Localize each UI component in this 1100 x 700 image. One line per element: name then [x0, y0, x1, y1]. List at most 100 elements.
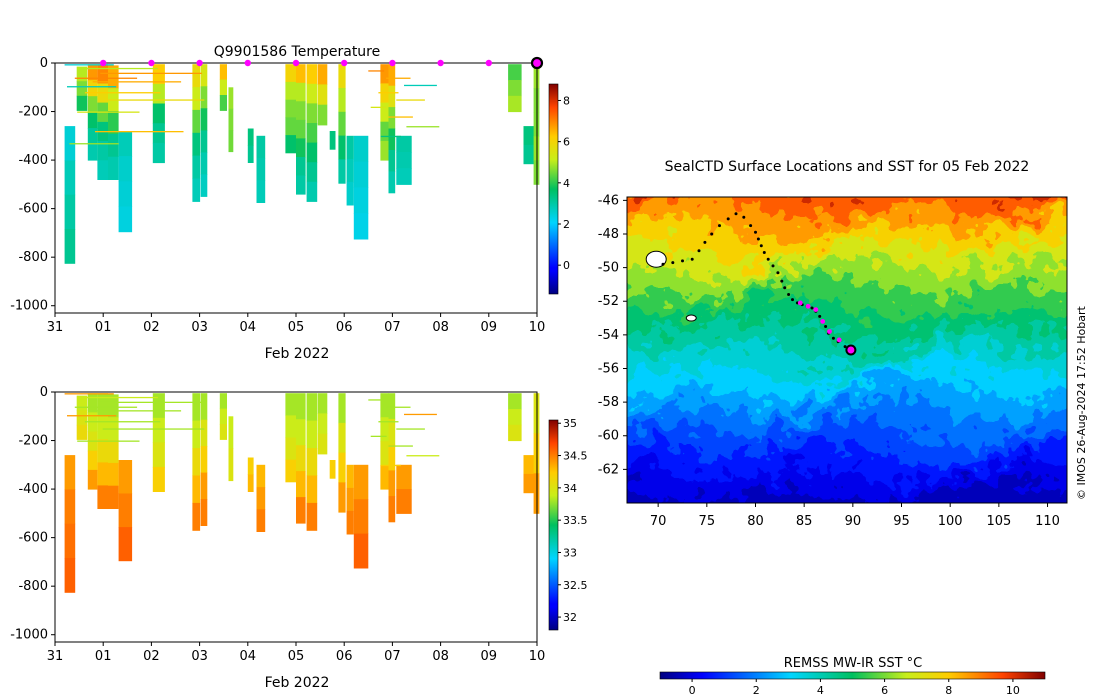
- profile-cell: [87, 64, 98, 81]
- latitude-axis: -46 -48 -50 -52 -54 -56 -58 -60 -62: [598, 193, 627, 477]
- temperature-colorbar-ticks: 0 2 4 6 8: [558, 94, 570, 272]
- salinity-profile-cells: [64, 393, 540, 593]
- profile-cell: [296, 419, 306, 446]
- x-tick-label: 09: [481, 649, 498, 664]
- track-point: [734, 212, 738, 216]
- profile-cell: [108, 462, 119, 487]
- x-tick-label: 07: [384, 649, 401, 664]
- lat-tick-label: -56: [598, 361, 619, 376]
- profile-cell: [353, 533, 369, 569]
- track-point: [810, 306, 814, 310]
- y-tick-label: 0: [40, 385, 48, 400]
- profile-cell: [380, 465, 390, 490]
- x-tick-label: 06: [336, 320, 353, 335]
- surfacing-marker: [341, 59, 348, 67]
- sst-field: [627, 197, 1067, 503]
- profile-cell: [353, 135, 369, 163]
- profile-cell: [97, 462, 108, 486]
- profile-cell: [338, 111, 346, 137]
- track-highlight-point: [820, 319, 826, 324]
- profile-cell: [118, 460, 133, 495]
- streak-line: [84, 421, 161, 423]
- profile-cell: [296, 157, 306, 177]
- lon-tick-label: 75: [699, 514, 716, 529]
- streak-line: [77, 111, 140, 113]
- profile-cell: [388, 128, 396, 151]
- salinity-colorbar: [548, 419, 559, 631]
- y-tick-label: -800: [18, 579, 48, 594]
- profile-cell: [317, 104, 328, 126]
- track-highlight-point: [813, 307, 819, 312]
- track-highlight-point: [827, 329, 832, 334]
- profile-cell: [256, 464, 266, 488]
- y-tick-label: -800: [18, 250, 48, 265]
- x-tick-label: 10: [529, 649, 546, 664]
- streak-line: [77, 440, 140, 442]
- sst-colorbar-tick-label: 8: [945, 684, 952, 697]
- streak-line: [102, 99, 205, 101]
- longitude-axis: 70 75 80 85 90 95 100 105 110: [650, 503, 1060, 529]
- profile-cell: [508, 80, 522, 97]
- profile-cell: [64, 558, 76, 593]
- profile-cell: [346, 181, 354, 206]
- track-point: [783, 286, 787, 290]
- current-position-marker: [530, 56, 544, 70]
- surfacing-markers: [100, 56, 544, 70]
- streak-line: [404, 413, 437, 416]
- profile-cell: [346, 158, 354, 183]
- lon-tick-label: 95: [893, 514, 910, 529]
- profile-cell: [152, 466, 165, 492]
- colorbar-tick-label: 34: [563, 482, 577, 495]
- streak-line: [378, 421, 399, 423]
- profile-cell: [228, 87, 234, 110]
- streak-line: [368, 399, 385, 401]
- temperature-chart-title: Q9901586 Temperature: [214, 44, 381, 60]
- profile-cell: [200, 152, 208, 175]
- profile-cell: [108, 485, 119, 509]
- profile-cell: [118, 131, 133, 157]
- land-island: [645, 250, 667, 268]
- lon-tick-label: 70: [650, 514, 667, 529]
- profile-cell: [346, 487, 354, 512]
- x-tick-label: 31: [47, 320, 64, 335]
- streak-line: [64, 393, 114, 395]
- profile-cell: [200, 130, 208, 153]
- temperature-streak-rows: [64, 64, 440, 145]
- track-highlight-point: [805, 303, 811, 309]
- surfacing-marker: [389, 59, 396, 67]
- profile-cell: [306, 448, 318, 476]
- streak-line: [100, 72, 202, 74]
- profile-cell: [388, 418, 396, 446]
- profile-cell: [64, 160, 76, 196]
- profile-cell: [118, 181, 133, 207]
- profile-cell: [192, 178, 201, 202]
- profile-cell: [306, 83, 318, 104]
- profile-cell: [152, 417, 165, 443]
- colorbar-tick-label: 2: [563, 218, 570, 231]
- profile-cell: [152, 123, 165, 144]
- profile-cell: [200, 86, 208, 109]
- profile-cell: [247, 457, 254, 475]
- temperature-x-label: Feb 2022: [265, 346, 330, 362]
- streak-line: [388, 116, 413, 118]
- profile-cell: [285, 459, 296, 483]
- lat-tick-label: -54: [598, 328, 619, 343]
- x-tick-label: 03: [191, 649, 208, 664]
- lat-tick-label: -48: [598, 227, 619, 242]
- profile-cell: [523, 144, 535, 165]
- profile-cell: [523, 473, 535, 494]
- profile-cell: [285, 415, 296, 438]
- streak-line: [69, 143, 119, 145]
- streak-line: [386, 77, 411, 79]
- profile-cell: [228, 130, 234, 153]
- x-tick-label: 06: [336, 649, 353, 664]
- surfacing-marker: [485, 59, 492, 67]
- y-tick-label: -200: [18, 105, 48, 120]
- track-point: [787, 293, 791, 296]
- profile-cell: [380, 441, 390, 466]
- streak-line: [388, 445, 413, 447]
- profile-cell: [192, 475, 201, 504]
- profile-cell: [388, 496, 396, 523]
- profile-cell: [97, 439, 108, 463]
